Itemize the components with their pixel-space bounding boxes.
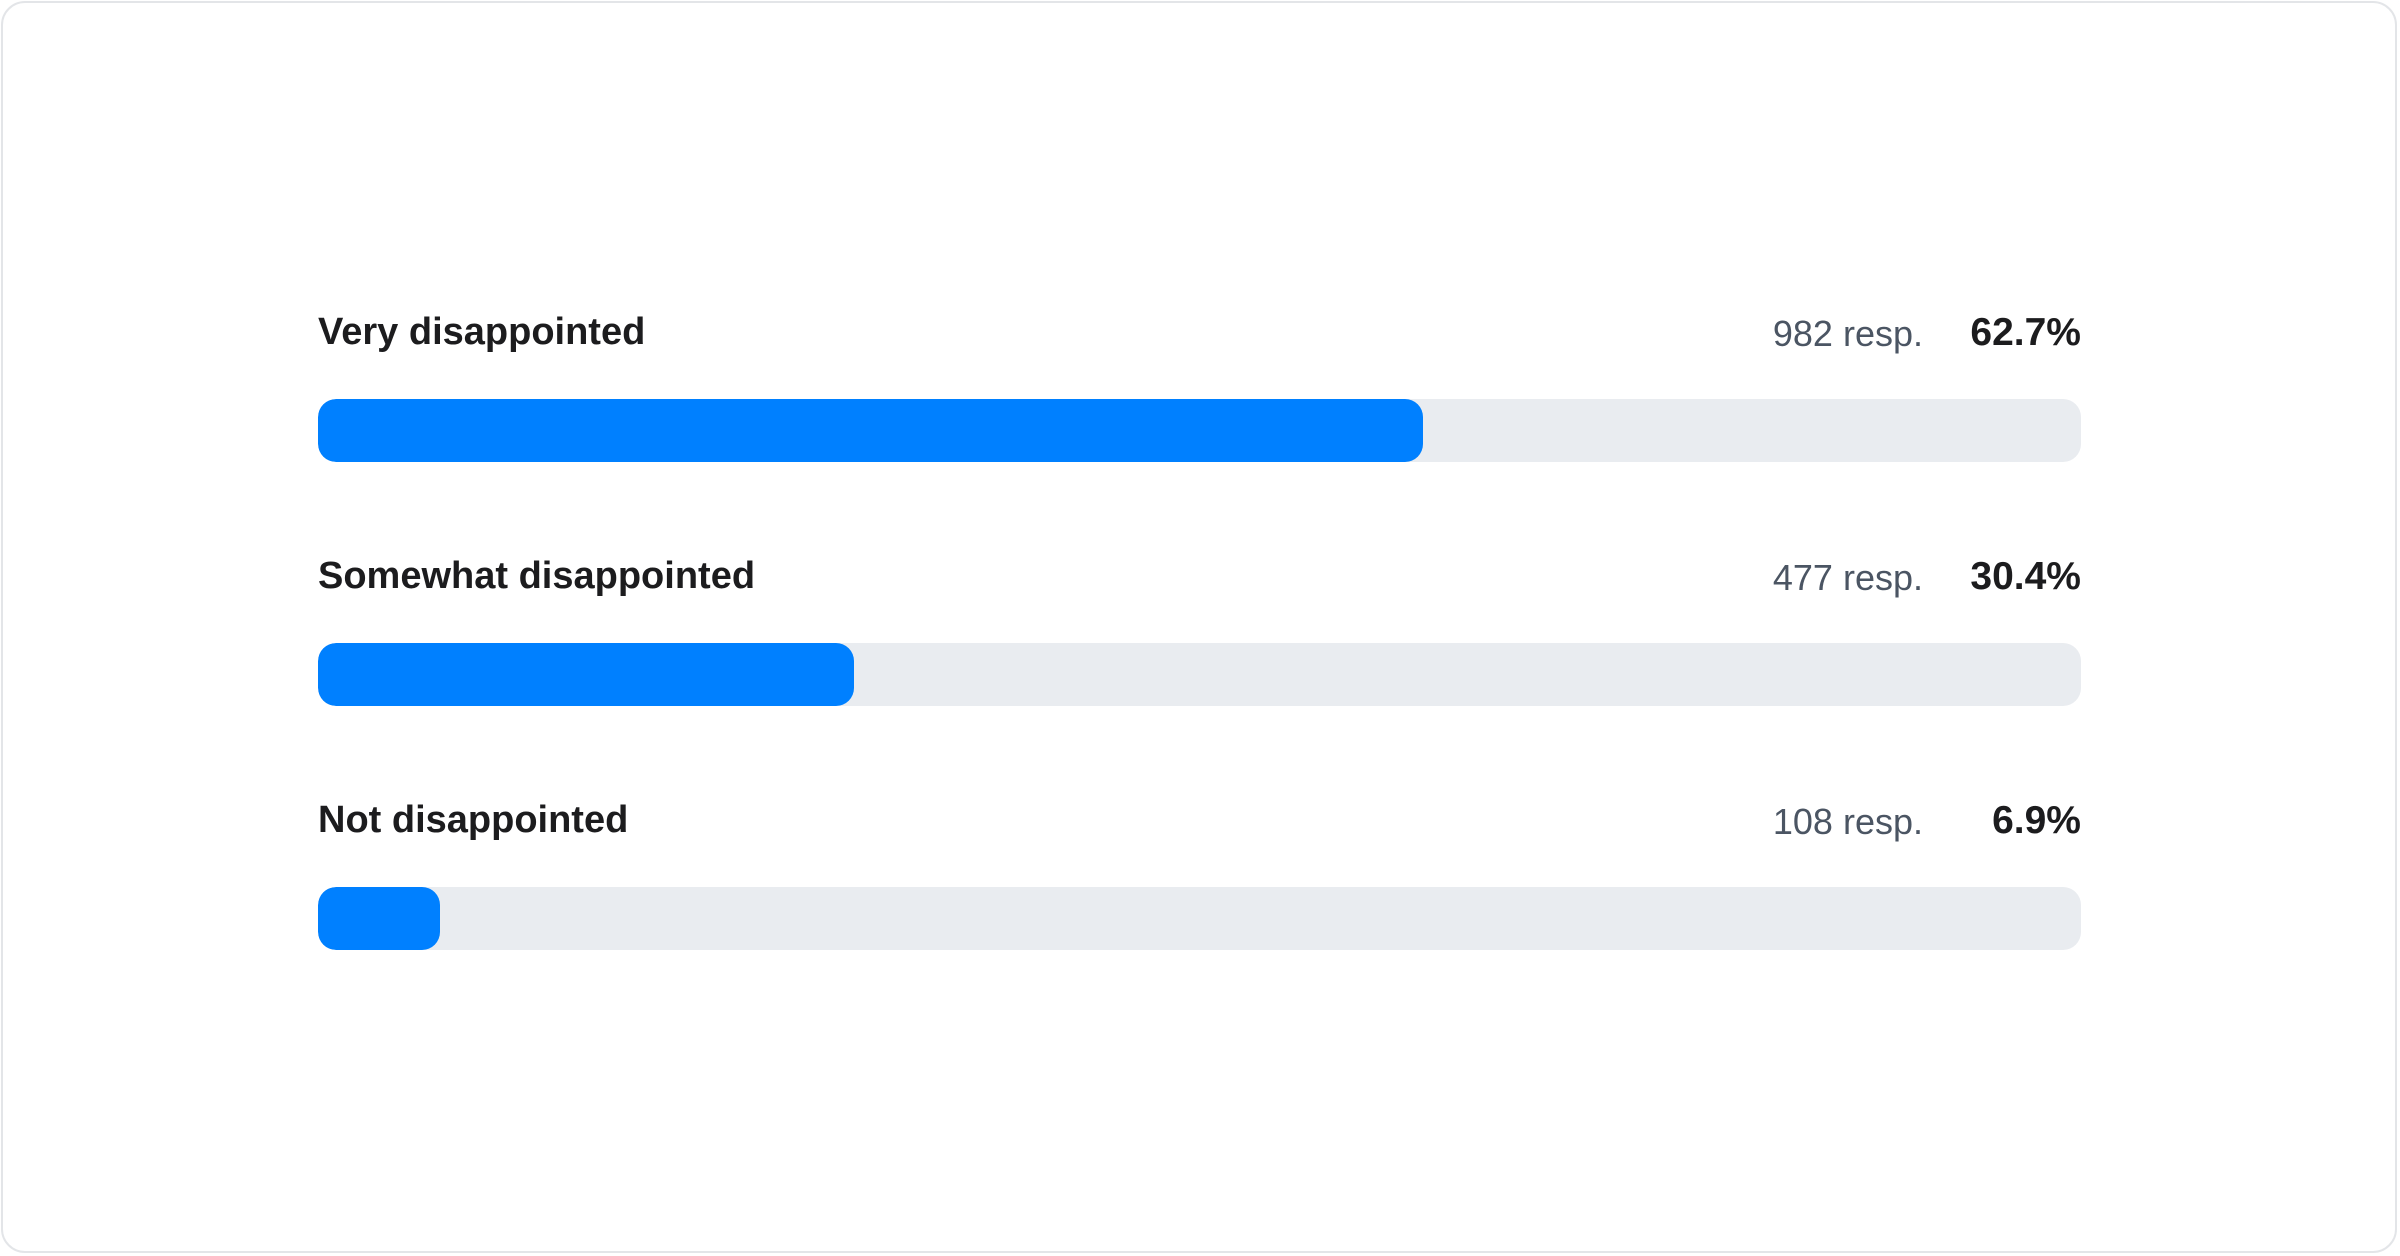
bar-track [318, 643, 2081, 706]
bar-row: Not disappointed 108 resp. 6.9% [318, 791, 2081, 950]
bar-track [318, 399, 2081, 462]
bar-track [318, 887, 2081, 950]
percentage-label: 6.9% [1992, 799, 2081, 842]
response-count: 108 resp. [1772, 801, 1923, 842]
response-count: 982 resp. [1772, 313, 1923, 354]
bar-row: Very disappointed 982 resp. 62.7% [318, 303, 2081, 462]
bar-row: Somewhat disappointed 477 resp. 30.4% [318, 547, 2081, 706]
category-label: Somewhat disappointed [318, 555, 756, 597]
category-label: Not disappointed [318, 799, 629, 841]
bar-header: Very disappointed 982 resp. 62.7% [318, 303, 2081, 363]
bar-header: Not disappointed 108 resp. 6.9% [318, 791, 2081, 851]
bar-fill [318, 643, 854, 706]
response-count: 477 resp. [1772, 557, 1923, 598]
bar-fill [318, 887, 440, 950]
percentage-label: 62.7% [1970, 311, 2081, 354]
category-label: Very disappointed [318, 311, 646, 353]
bar-fill [318, 399, 1424, 462]
bar-header: Somewhat disappointed 477 resp. 30.4% [318, 547, 2081, 607]
percentage-label: 30.4% [1970, 555, 2081, 598]
